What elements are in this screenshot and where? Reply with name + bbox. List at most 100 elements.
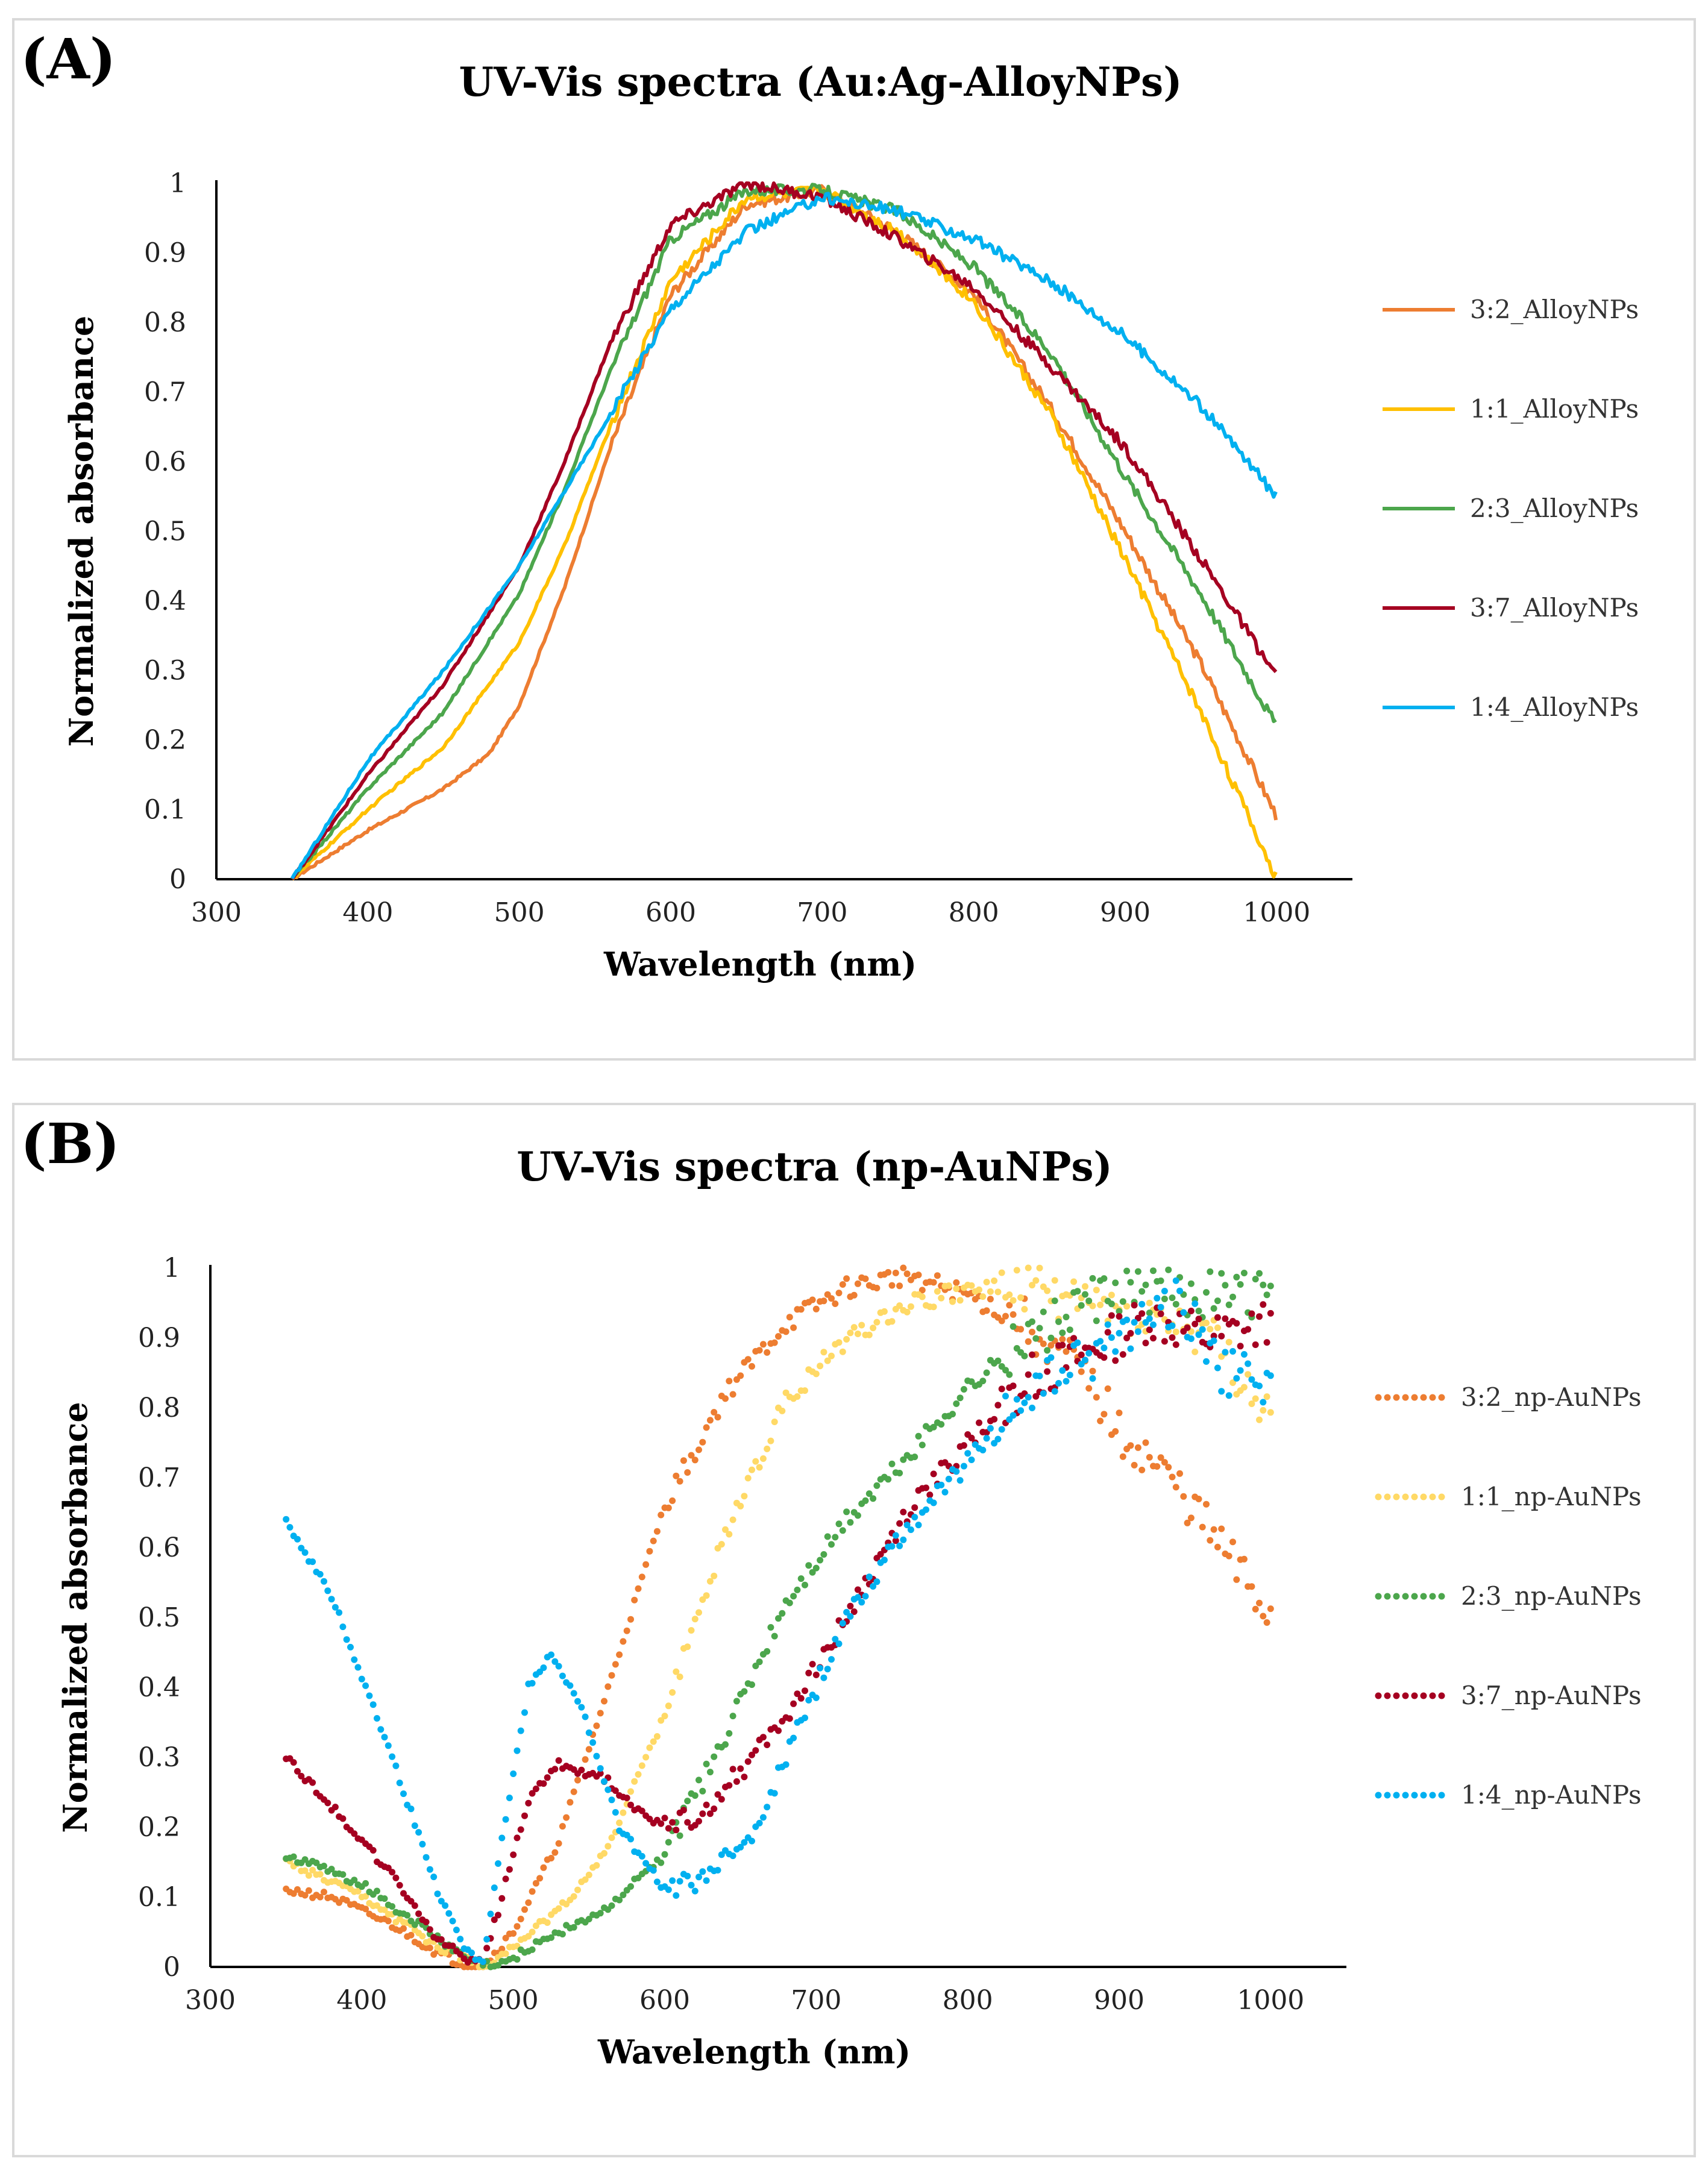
data-point	[691, 1616, 699, 1623]
data-point	[1036, 1372, 1043, 1379]
data-point	[1119, 1351, 1126, 1358]
data-point	[419, 1840, 426, 1848]
data-point	[525, 1899, 532, 1906]
data-point	[351, 1877, 358, 1884]
data-point	[301, 1856, 309, 1863]
data-point	[616, 1896, 623, 1904]
data-point	[794, 1393, 801, 1400]
data-point	[298, 1544, 305, 1552]
data-point	[843, 1336, 850, 1343]
data-point	[835, 1520, 843, 1528]
data-point	[578, 1766, 585, 1773]
data-point	[680, 1457, 687, 1464]
x-tick-label: 400	[342, 897, 393, 928]
data-point	[1267, 1605, 1274, 1613]
data-point	[828, 1541, 835, 1548]
data-point	[820, 1551, 827, 1558]
data-point	[1006, 1302, 1013, 1309]
legend-swatch-dot	[1402, 1593, 1409, 1600]
data-point	[646, 1548, 653, 1555]
data-point	[903, 1270, 911, 1278]
data-point	[896, 1282, 903, 1290]
data-point	[642, 1754, 650, 1761]
data-point	[1161, 1338, 1168, 1345]
data-point	[374, 1887, 380, 1895]
data-point	[532, 1786, 539, 1792]
y-tick-label: 0.2	[138, 1812, 180, 1843]
data-point	[513, 1956, 521, 1963]
data-point	[400, 1790, 407, 1798]
data-point	[1123, 1334, 1131, 1341]
data-point	[305, 1872, 312, 1879]
data-point	[794, 1690, 801, 1698]
data-point	[510, 1930, 517, 1937]
data-point	[1047, 1342, 1055, 1349]
data-point	[1172, 1300, 1179, 1308]
data-point	[1256, 1270, 1263, 1277]
data-point	[1127, 1442, 1134, 1449]
panel-b: (B) UV-Vis spectra (np-AuNPs) 300 400 500 60…	[12, 1103, 1696, 2157]
data-point	[881, 1308, 888, 1315]
data-point	[839, 1348, 846, 1355]
data-point	[945, 1282, 952, 1289]
data-point	[612, 1787, 619, 1794]
data-point	[669, 1877, 676, 1884]
data-point	[540, 1864, 547, 1871]
data-point	[983, 1307, 990, 1314]
data-point	[900, 1508, 907, 1516]
data-point	[1180, 1493, 1187, 1500]
data-point	[608, 1796, 615, 1804]
data-point	[362, 1682, 369, 1689]
data-point	[521, 1906, 528, 1913]
data-point	[1040, 1308, 1047, 1315]
data-point	[620, 1892, 627, 1898]
legend-swatch-dot	[1411, 1493, 1418, 1500]
x-tick-label: 300	[191, 897, 242, 928]
data-point	[994, 1402, 1002, 1409]
data-point	[1237, 1281, 1244, 1288]
data-point	[620, 1638, 627, 1645]
data-point	[366, 1692, 373, 1699]
data-point	[903, 1308, 911, 1315]
data-point	[1059, 1341, 1066, 1349]
data-point	[1256, 1382, 1263, 1390]
data-point	[1009, 1382, 1017, 1390]
data-point	[870, 1325, 877, 1332]
data-point	[915, 1272, 922, 1279]
legend-swatch-dot	[1384, 1692, 1391, 1699]
data-point	[290, 1759, 297, 1766]
data-point	[593, 1752, 600, 1760]
data-point	[555, 1905, 562, 1912]
data-point	[479, 1958, 486, 1965]
data-point	[854, 1594, 861, 1601]
data-point	[968, 1434, 975, 1441]
data-point	[850, 1324, 858, 1331]
data-point	[1100, 1411, 1108, 1418]
data-point	[938, 1481, 945, 1488]
series-line-3:2_AlloyNPs	[290, 184, 1278, 880]
data-point	[1157, 1303, 1164, 1311]
data-point	[820, 1349, 827, 1356]
data-point	[991, 1416, 998, 1423]
data-point	[817, 1557, 824, 1564]
legend-label: 3:2_AlloyNPs	[1470, 295, 1639, 324]
data-point	[749, 1466, 755, 1473]
data-point	[309, 1779, 316, 1786]
x-tick-label: 600	[639, 1985, 690, 2016]
data-point	[809, 1296, 816, 1303]
data-point	[1104, 1385, 1111, 1392]
data-point	[1051, 1388, 1058, 1395]
data-point	[343, 1636, 350, 1643]
data-point	[706, 1810, 714, 1817]
data-point	[1252, 1341, 1259, 1348]
data-point	[1260, 1613, 1267, 1620]
data-point	[1150, 1335, 1157, 1342]
data-point	[1245, 1360, 1252, 1367]
data-point	[1082, 1291, 1088, 1298]
x-tick-label: 700	[797, 897, 847, 928]
y-tick-label: 0.1	[144, 795, 186, 826]
chart-title: UV-Vis spectra (np-AuNPs)	[516, 1143, 1113, 1190]
data-point	[945, 1475, 952, 1482]
data-point	[847, 1602, 854, 1610]
data-point	[865, 1490, 873, 1497]
